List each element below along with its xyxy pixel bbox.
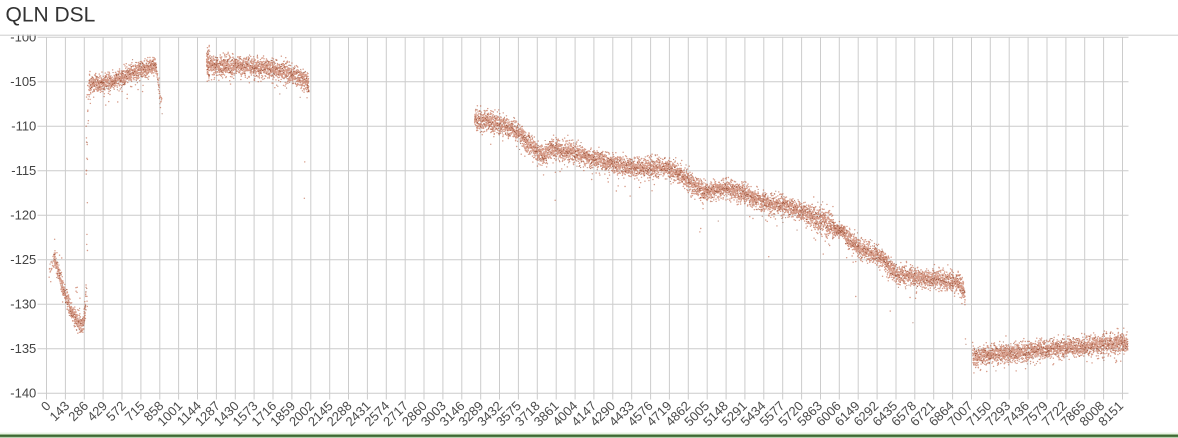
svg-text:-120: -120: [10, 208, 36, 223]
svg-text:-115: -115: [11, 163, 36, 178]
svg-text:-110: -110: [11, 119, 36, 134]
svg-text:-130: -130: [10, 297, 36, 312]
svg-text:-125: -125: [10, 252, 36, 267]
svg-text:-140: -140: [10, 386, 36, 401]
svg-text:QLN DSL: QLN DSL: [6, 4, 96, 27]
svg-text:-105: -105: [10, 74, 36, 89]
svg-text:-135: -135: [10, 341, 36, 356]
